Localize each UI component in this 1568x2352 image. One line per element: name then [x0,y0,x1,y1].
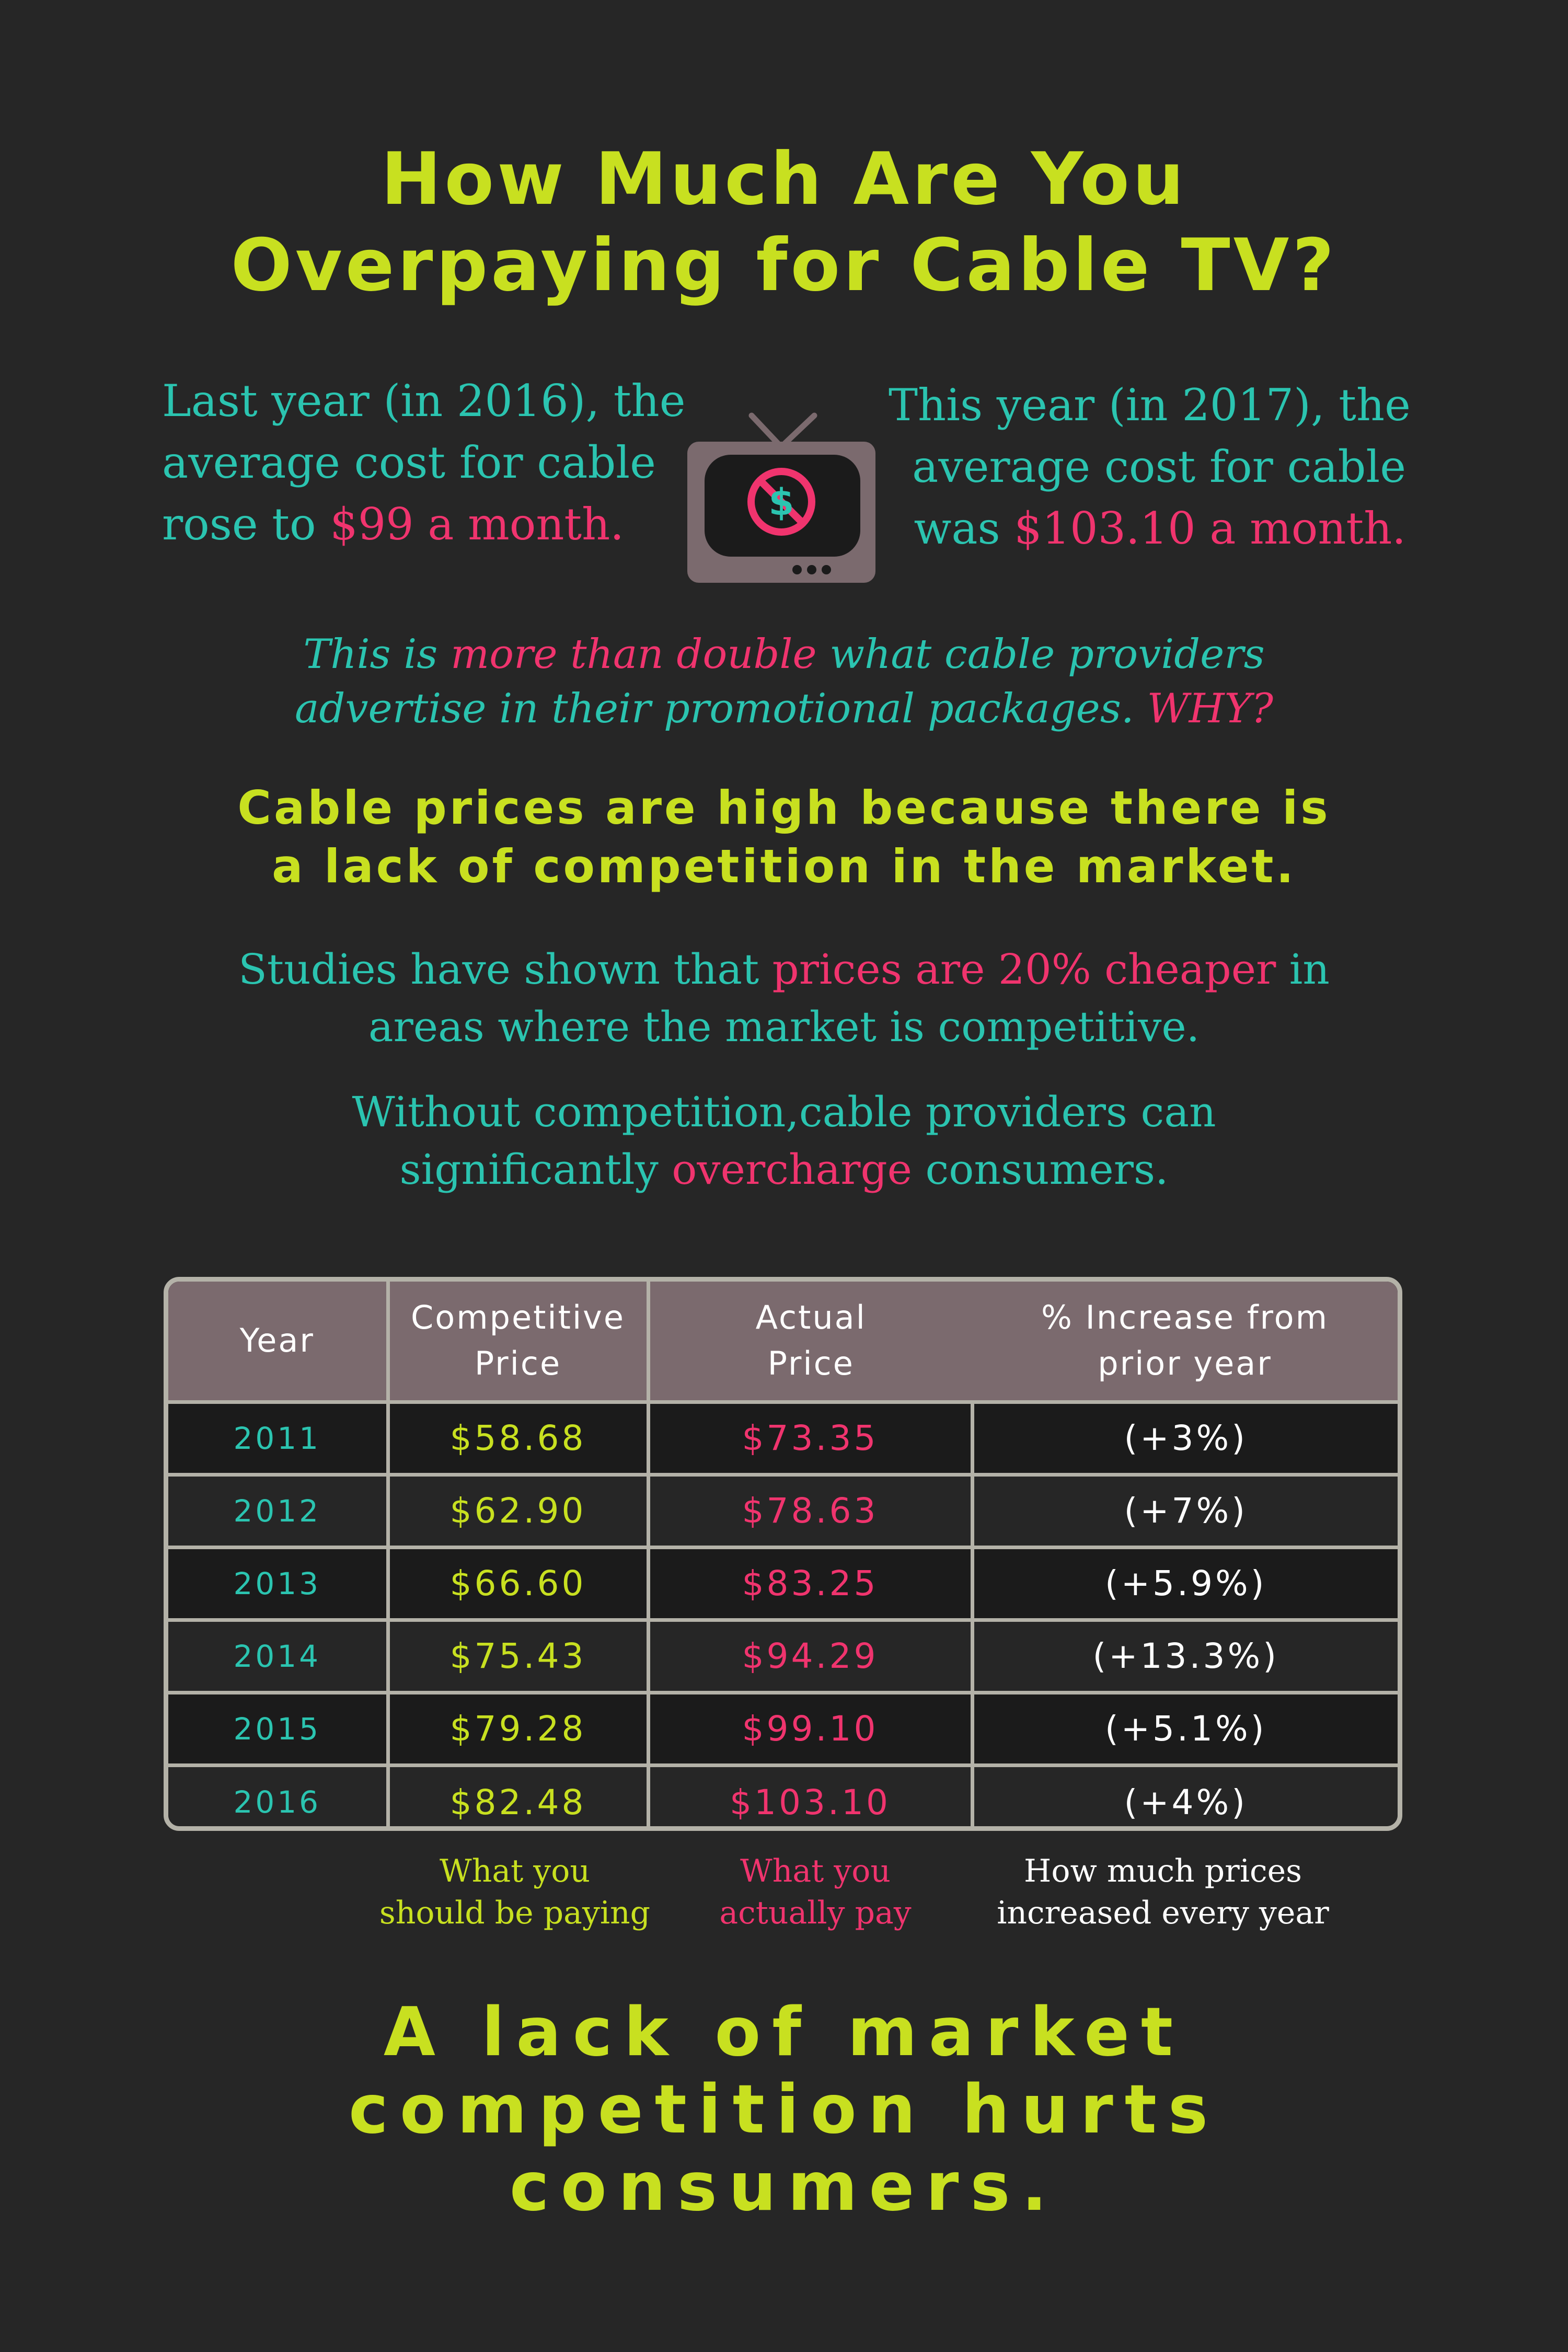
caption-increase-line-1: How much prices [1024,1853,1302,1889]
table-row: 2016 $82.48 $103.10 (+4%) [168,1763,1398,1826]
right-stat-prefix: was [914,503,1014,554]
promo-note-line-2: advertise in their promotional packages.… [0,682,1568,736]
header-year: Year [168,1282,390,1402]
cell-increase: (+3%) [972,1400,1398,1474]
header-actual-line-2: Price [767,1344,855,1383]
studies-text: Studies have shown that [238,945,773,994]
header-competitive-line-1: Competitive [410,1298,626,1337]
header-competitive-price: Competitive Price [388,1282,650,1402]
promo-note-highlight: more than double [451,631,817,678]
competition-statement: Cable prices are high because there is a… [0,779,1568,896]
promo-note-text: what cable providers [816,631,1265,678]
studies-line-2: areas where the market is competitive. [368,1002,1200,1051]
studies-highlight: prices are 20% cheaper [772,945,1276,994]
left-stat-line-1: Last year (in 2016), the [162,375,686,426]
caption-actual-line-1: What you [740,1853,891,1889]
conclusion-line-2: competition hurts [348,2071,1220,2149]
table-row: 2011 $58.68 $73.35 (+3%) [168,1400,1398,1474]
cell-competitive: $75.43 [388,1618,650,1692]
overcharge-line-2: significantly overcharge consumers. [0,1141,1568,1198]
header-increase-line-1: % Increase from [1041,1298,1329,1337]
table-row: 2014 $75.43 $94.29 (+13.3%) [168,1618,1398,1692]
cell-increase: (+5.9%) [972,1545,1398,1620]
left-stat: Last year (in 2016), the average cost fo… [162,370,685,555]
cell-actual: $78.63 [648,1472,974,1547]
caption-competitive-line-2: should be paying [379,1895,651,1931]
studies-line-1: Studies have shown that prices are 20% c… [0,941,1568,998]
cell-increase: (+7%) [972,1472,1398,1547]
table-row: 2013 $66.60 $83.25 (+5.9%) [168,1545,1398,1620]
cell-year: 2015 [168,1690,390,1765]
left-stat-line-3: rose to $99 a month. [162,493,685,555]
promo-note: This is more than double what cable prov… [0,627,1568,736]
cell-increase: (+4%) [972,1763,1398,1826]
cell-actual: $94.29 [648,1618,974,1692]
left-stat-prefix: rose to [162,499,330,550]
cell-competitive: $62.90 [388,1472,650,1547]
cell-actual: $103.10 [648,1763,974,1826]
overcharge-line-1: Without competition,cable providers can [352,1088,1216,1136]
right-stat-line-1: This year (in 2017), the [889,379,1411,431]
table-row: 2012 $62.90 $78.63 (+7%) [168,1472,1398,1547]
caption-competitive-line-1: What you [440,1853,590,1889]
cell-year: 2016 [168,1763,390,1826]
header-actual-line-1: Actual [755,1298,867,1337]
overcharge-text: consumers. [912,1145,1169,1194]
cell-actual: $73.35 [648,1400,974,1474]
competition-statement-line-1: Cable prices are high because there is [237,781,1331,835]
overcharge-highlight: overcharge [672,1145,913,1194]
header-actual-price: Actual Price [648,1282,972,1402]
competition-statement-line-2: a lack of competition in the market. [272,839,1296,893]
table-row: 2015 $79.28 $99.10 (+5.1%) [168,1690,1398,1765]
promo-note-line-1: This is more than double what cable prov… [0,627,1568,682]
page-title: How Much Are You Overpaying for Cable TV… [0,136,1568,308]
right-stat-line-3: was $103.10 a month. [889,498,1406,559]
conclusion: A lack of market competition hurts consu… [0,1994,1568,2226]
table-header-row: Year Competitive Price Actual Price % Incr… [168,1282,1398,1402]
conclusion-line-1: A lack of market [383,1993,1185,2071]
caption-actual-line-2: actually pay [719,1895,912,1931]
cell-year: 2013 [168,1545,390,1620]
caption-increase: How much prices increased every year [956,1850,1369,1934]
right-stat: This year (in 2017), the average cost fo… [889,374,1411,559]
cell-year: 2012 [168,1472,390,1547]
caption-increase-line-2: increased every year [997,1895,1329,1931]
left-stat-highlight: $99 a month. [330,499,624,550]
conclusion-line-3: consumers. [509,2148,1059,2226]
caption-competitive: What you should be paying [366,1850,664,1934]
overcharge-text: significantly [399,1145,672,1194]
cell-competitive: $58.68 [388,1400,650,1474]
header-increase: % Increase from prior year [972,1282,1398,1402]
cell-actual: $83.25 [648,1545,974,1620]
cell-competitive: $66.60 [388,1545,650,1620]
studies-text: in [1276,945,1330,994]
title-line-2: Overpaying for Cable TV? [230,223,1338,307]
svg-text:$: $ [769,481,794,524]
title-line-1: How Much Are You [381,137,1187,221]
promo-note-text: This is [303,631,451,678]
cell-increase: (+5.1%) [972,1690,1398,1765]
right-stat-line-2: average cost for cable [912,441,1406,492]
header-competitive-line-2: Price [474,1344,562,1383]
promo-note-why: WHY? [1147,685,1273,732]
left-stat-line-2: average cost for cable [162,437,656,488]
cell-year: 2014 [168,1618,390,1692]
price-table: Year Competitive Price Actual Price % Incr… [164,1277,1402,1831]
cell-actual: $99.10 [648,1690,974,1765]
header-increase-line-2: prior year [1098,1344,1272,1383]
caption-actual: What you actually pay [669,1850,962,1934]
cell-increase: (+13.3%) [972,1618,1398,1692]
cell-year: 2011 [168,1400,390,1474]
tv-no-dollar-icon: $ [685,389,878,585]
studies-paragraph: Studies have shown that prices are 20% c… [0,941,1568,1056]
promo-note-text: advertise in their promotional packages. [295,685,1147,732]
cell-competitive: $82.48 [388,1763,650,1826]
overcharge-paragraph: Without competition,cable providers can … [0,1083,1568,1198]
right-stat-highlight: $103.10 a month. [1014,503,1406,554]
cell-competitive: $79.28 [388,1690,650,1765]
